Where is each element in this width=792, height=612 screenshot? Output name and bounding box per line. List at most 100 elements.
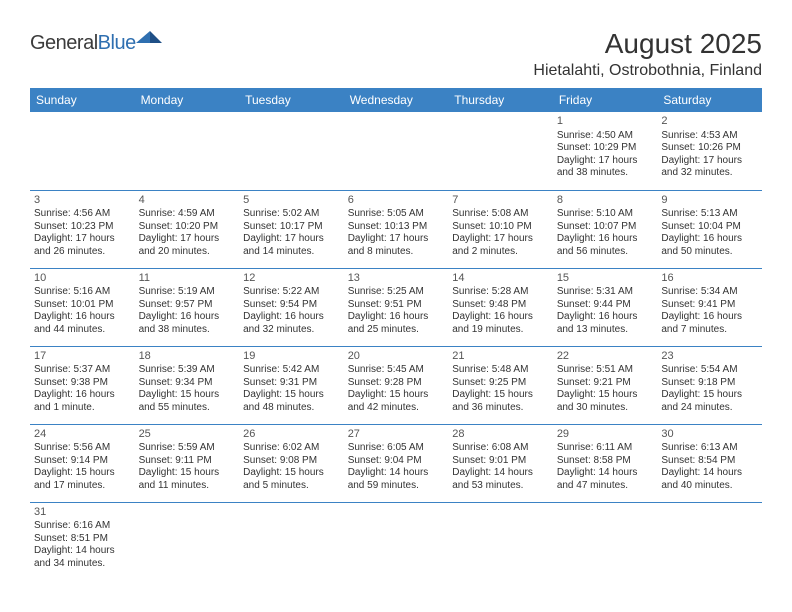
sunset-line: Sunset: 9:38 PM [34,377,131,390]
daylight-line-2: and 48 minutes. [243,402,340,415]
daylight-line-1: Daylight: 15 hours [348,389,445,402]
calendar-cell: 11Sunrise: 5:19 AMSunset: 9:57 PMDayligh… [135,268,240,346]
day-number: 9 [661,194,758,208]
sunset-line: Sunset: 9:11 PM [139,455,236,468]
sunset-line: Sunset: 8:58 PM [557,455,654,468]
daylight-line-1: Daylight: 16 hours [557,233,654,246]
daylight-line-1: Daylight: 16 hours [139,311,236,324]
sunset-line: Sunset: 9:21 PM [557,377,654,390]
calendar-cell: 3Sunrise: 4:56 AMSunset: 10:23 PMDayligh… [30,190,135,268]
daylight-line-1: Daylight: 15 hours [243,467,340,480]
daylight-line-1: Daylight: 16 hours [34,389,131,402]
calendar-cell: 12Sunrise: 5:22 AMSunset: 9:54 PMDayligh… [239,268,344,346]
calendar-row: 3Sunrise: 4:56 AMSunset: 10:23 PMDayligh… [30,190,762,268]
day-number: 16 [661,272,758,286]
sunset-line: Sunset: 9:31 PM [243,377,340,390]
calendar-row: 31Sunrise: 6:16 AMSunset: 8:51 PMDayligh… [30,502,762,580]
daylight-line-2: and 11 minutes. [139,480,236,493]
sunrise-line: Sunrise: 5:10 AM [557,208,654,221]
day-number: 20 [348,350,445,364]
day-header: Sunday [30,88,135,112]
daylight-line-2: and 56 minutes. [557,246,654,259]
day-header-row: Sunday Monday Tuesday Wednesday Thursday… [30,88,762,112]
sunset-line: Sunset: 10:07 PM [557,221,654,234]
sunset-line: Sunset: 10:29 PM [557,142,654,155]
day-header: Thursday [448,88,553,112]
day-number: 29 [557,428,654,442]
daylight-line-2: and 50 minutes. [661,246,758,259]
daylight-line-2: and 59 minutes. [348,480,445,493]
daylight-line-2: and 32 minutes. [243,324,340,337]
calendar-cell: 25Sunrise: 5:59 AMSunset: 9:11 PMDayligh… [135,424,240,502]
logo: GeneralBlue [30,32,162,55]
daylight-line-2: and 47 minutes. [557,480,654,493]
daylight-line-2: and 20 minutes. [139,246,236,259]
page-title: August 2025 [533,28,762,60]
daylight-line-1: Daylight: 15 hours [139,389,236,402]
calendar-cell [344,112,449,190]
sunrise-line: Sunrise: 5:13 AM [661,208,758,221]
sunrise-line: Sunrise: 5:28 AM [452,286,549,299]
sunrise-line: Sunrise: 5:59 AM [139,442,236,455]
daylight-line-2: and 13 minutes. [557,324,654,337]
header: GeneralBlue August 2025 Hietalahti, Ostr… [30,28,762,80]
day-number: 8 [557,194,654,208]
daylight-line-1: Daylight: 16 hours [557,311,654,324]
calendar-cell: 15Sunrise: 5:31 AMSunset: 9:44 PMDayligh… [553,268,658,346]
sunset-line: Sunset: 9:57 PM [139,299,236,312]
calendar-cell: 19Sunrise: 5:42 AMSunset: 9:31 PMDayligh… [239,346,344,424]
day-number: 22 [557,350,654,364]
calendar-cell [344,502,449,580]
calendar-cell [135,502,240,580]
calendar-cell: 27Sunrise: 6:05 AMSunset: 9:04 PMDayligh… [344,424,449,502]
calendar-cell: 18Sunrise: 5:39 AMSunset: 9:34 PMDayligh… [135,346,240,424]
sunset-line: Sunset: 9:25 PM [452,377,549,390]
day-number: 17 [34,350,131,364]
daylight-line-1: Daylight: 14 hours [452,467,549,480]
day-number: 23 [661,350,758,364]
sunrise-line: Sunrise: 6:11 AM [557,442,654,455]
sunrise-line: Sunrise: 4:50 AM [557,130,654,143]
sunrise-line: Sunrise: 5:22 AM [243,286,340,299]
sunrise-line: Sunrise: 5:31 AM [557,286,654,299]
daylight-line-1: Daylight: 15 hours [452,389,549,402]
calendar-cell: 31Sunrise: 6:16 AMSunset: 8:51 PMDayligh… [30,502,135,580]
daylight-line-1: Daylight: 16 hours [661,311,758,324]
daylight-line-1: Daylight: 15 hours [661,389,758,402]
day-header: Saturday [657,88,762,112]
daylight-line-2: and 14 minutes. [243,246,340,259]
calendar-cell: 24Sunrise: 5:56 AMSunset: 9:14 PMDayligh… [30,424,135,502]
daylight-line-2: and 19 minutes. [452,324,549,337]
calendar-cell [553,502,658,580]
day-number: 14 [452,272,549,286]
sunset-line: Sunset: 10:26 PM [661,142,758,155]
sunset-line: Sunset: 10:23 PM [34,221,131,234]
sunrise-line: Sunrise: 5:05 AM [348,208,445,221]
day-number: 2 [661,115,758,129]
day-number: 12 [243,272,340,286]
calendar-cell: 17Sunrise: 5:37 AMSunset: 9:38 PMDayligh… [30,346,135,424]
daylight-line-2: and 1 minute. [34,402,131,415]
day-number: 15 [557,272,654,286]
daylight-line-1: Daylight: 17 hours [34,233,131,246]
calendar-cell: 14Sunrise: 5:28 AMSunset: 9:48 PMDayligh… [448,268,553,346]
calendar-row: 10Sunrise: 5:16 AMSunset: 10:01 PMDaylig… [30,268,762,346]
daylight-line-1: Daylight: 15 hours [243,389,340,402]
sunset-line: Sunset: 9:41 PM [661,299,758,312]
calendar-cell: 10Sunrise: 5:16 AMSunset: 10:01 PMDaylig… [30,268,135,346]
day-number: 26 [243,428,340,442]
daylight-line-1: Daylight: 16 hours [348,311,445,324]
daylight-line-2: and 2 minutes. [452,246,549,259]
day-number: 5 [243,194,340,208]
sunrise-line: Sunrise: 5:56 AM [34,442,131,455]
sunrise-line: Sunrise: 5:51 AM [557,364,654,377]
day-number: 25 [139,428,236,442]
daylight-line-1: Daylight: 17 hours [243,233,340,246]
sunset-line: Sunset: 10:20 PM [139,221,236,234]
sunrise-line: Sunrise: 6:16 AM [34,520,131,533]
sunrise-line: Sunrise: 5:54 AM [661,364,758,377]
daylight-line-1: Daylight: 16 hours [34,311,131,324]
sunset-line: Sunset: 10:10 PM [452,221,549,234]
sunset-line: Sunset: 9:44 PM [557,299,654,312]
daylight-line-2: and 17 minutes. [34,480,131,493]
